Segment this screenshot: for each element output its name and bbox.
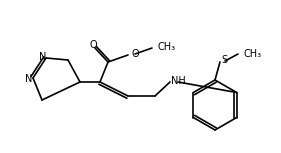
Text: NH: NH	[171, 76, 186, 86]
Text: O: O	[89, 40, 97, 50]
Text: N: N	[39, 52, 47, 62]
Text: O: O	[132, 49, 140, 59]
Text: N: N	[25, 74, 33, 84]
Text: S: S	[221, 55, 227, 65]
Text: CH₃: CH₃	[158, 42, 176, 52]
Text: CH₃: CH₃	[243, 49, 261, 59]
